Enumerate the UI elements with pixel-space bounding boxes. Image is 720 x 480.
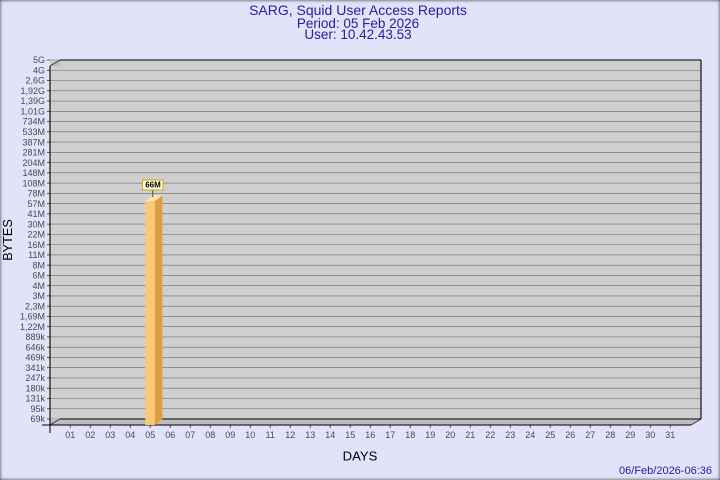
svg-text:4M: 4M — [32, 281, 45, 291]
svg-text:889k: 889k — [25, 332, 45, 342]
svg-text:27: 27 — [585, 430, 595, 440]
svg-text:30M: 30M — [27, 219, 45, 229]
svg-text:19: 19 — [425, 430, 435, 440]
svg-text:07: 07 — [185, 430, 195, 440]
svg-text:24: 24 — [525, 430, 535, 440]
svg-text:131k: 131k — [25, 394, 45, 404]
svg-text:1,22M: 1,22M — [20, 322, 45, 332]
svg-text:29: 29 — [625, 430, 635, 440]
svg-text:281M: 281M — [22, 148, 45, 158]
svg-text:28: 28 — [605, 430, 615, 440]
svg-text:18: 18 — [405, 430, 415, 440]
svg-text:06/Feb/2026-06:36: 06/Feb/2026-06:36 — [619, 465, 712, 477]
svg-text:66M: 66M — [145, 181, 161, 190]
svg-text:4G: 4G — [33, 65, 45, 75]
svg-text:31: 31 — [665, 430, 675, 440]
svg-text:14: 14 — [325, 430, 335, 440]
svg-text:09: 09 — [225, 430, 235, 440]
svg-text:41M: 41M — [27, 209, 45, 219]
svg-text:8M: 8M — [32, 260, 45, 270]
svg-text:533M: 533M — [22, 127, 45, 137]
svg-text:2,6G: 2,6G — [25, 76, 45, 86]
svg-text:17: 17 — [385, 430, 395, 440]
svg-text:15: 15 — [345, 430, 355, 440]
svg-text:341k: 341k — [25, 363, 45, 373]
svg-text:469k: 469k — [25, 353, 45, 363]
svg-text:11M: 11M — [28, 250, 45, 260]
svg-text:1,69M: 1,69M — [20, 312, 45, 322]
svg-text:04: 04 — [125, 430, 135, 440]
svg-text:5G: 5G — [33, 55, 45, 65]
svg-text:1,01G: 1,01G — [20, 106, 45, 116]
svg-text:3M: 3M — [32, 291, 45, 301]
svg-text:180k: 180k — [25, 383, 45, 393]
svg-text:30: 30 — [645, 430, 655, 440]
svg-text:387M: 387M — [22, 137, 45, 147]
svg-text:BYTES: BYTES — [1, 219, 15, 261]
svg-text:05: 05 — [145, 430, 155, 440]
svg-text:21: 21 — [465, 430, 475, 440]
svg-text:148M: 148M — [22, 168, 45, 178]
svg-text:DAYS: DAYS — [343, 449, 378, 464]
svg-text:10: 10 — [245, 430, 255, 440]
svg-text:13: 13 — [305, 430, 315, 440]
svg-text:2,3M: 2,3M — [25, 301, 45, 311]
svg-text:1,39G: 1,39G — [20, 96, 45, 106]
svg-text:03: 03 — [105, 430, 115, 440]
svg-text:20: 20 — [445, 430, 455, 440]
svg-text:78M: 78M — [27, 189, 45, 199]
svg-text:95k: 95k — [30, 404, 45, 414]
svg-text:02: 02 — [85, 430, 95, 440]
svg-text:108M: 108M — [22, 178, 45, 188]
svg-text:57M: 57M — [27, 199, 45, 209]
svg-text:247k: 247k — [25, 373, 45, 383]
svg-text:16: 16 — [365, 430, 375, 440]
svg-text:204M: 204M — [22, 158, 45, 168]
svg-text:1,92G: 1,92G — [20, 86, 45, 96]
svg-text:22M: 22M — [27, 230, 45, 240]
svg-text:User: 10.42.43.53: User: 10.42.43.53 — [304, 27, 411, 42]
svg-text:12: 12 — [285, 430, 295, 440]
svg-text:23: 23 — [505, 430, 515, 440]
svg-text:16M: 16M — [27, 240, 45, 250]
svg-text:734M: 734M — [22, 117, 45, 127]
svg-text:08: 08 — [205, 430, 215, 440]
svg-text:6M: 6M — [32, 271, 45, 281]
svg-text:01: 01 — [65, 430, 75, 440]
svg-text:11: 11 — [266, 430, 275, 440]
svg-text:22: 22 — [485, 430, 495, 440]
svg-text:25: 25 — [545, 430, 555, 440]
svg-text:06: 06 — [165, 430, 175, 440]
svg-text:26: 26 — [565, 430, 575, 440]
svg-text:646k: 646k — [25, 342, 45, 352]
svg-text:69k: 69k — [30, 414, 45, 424]
